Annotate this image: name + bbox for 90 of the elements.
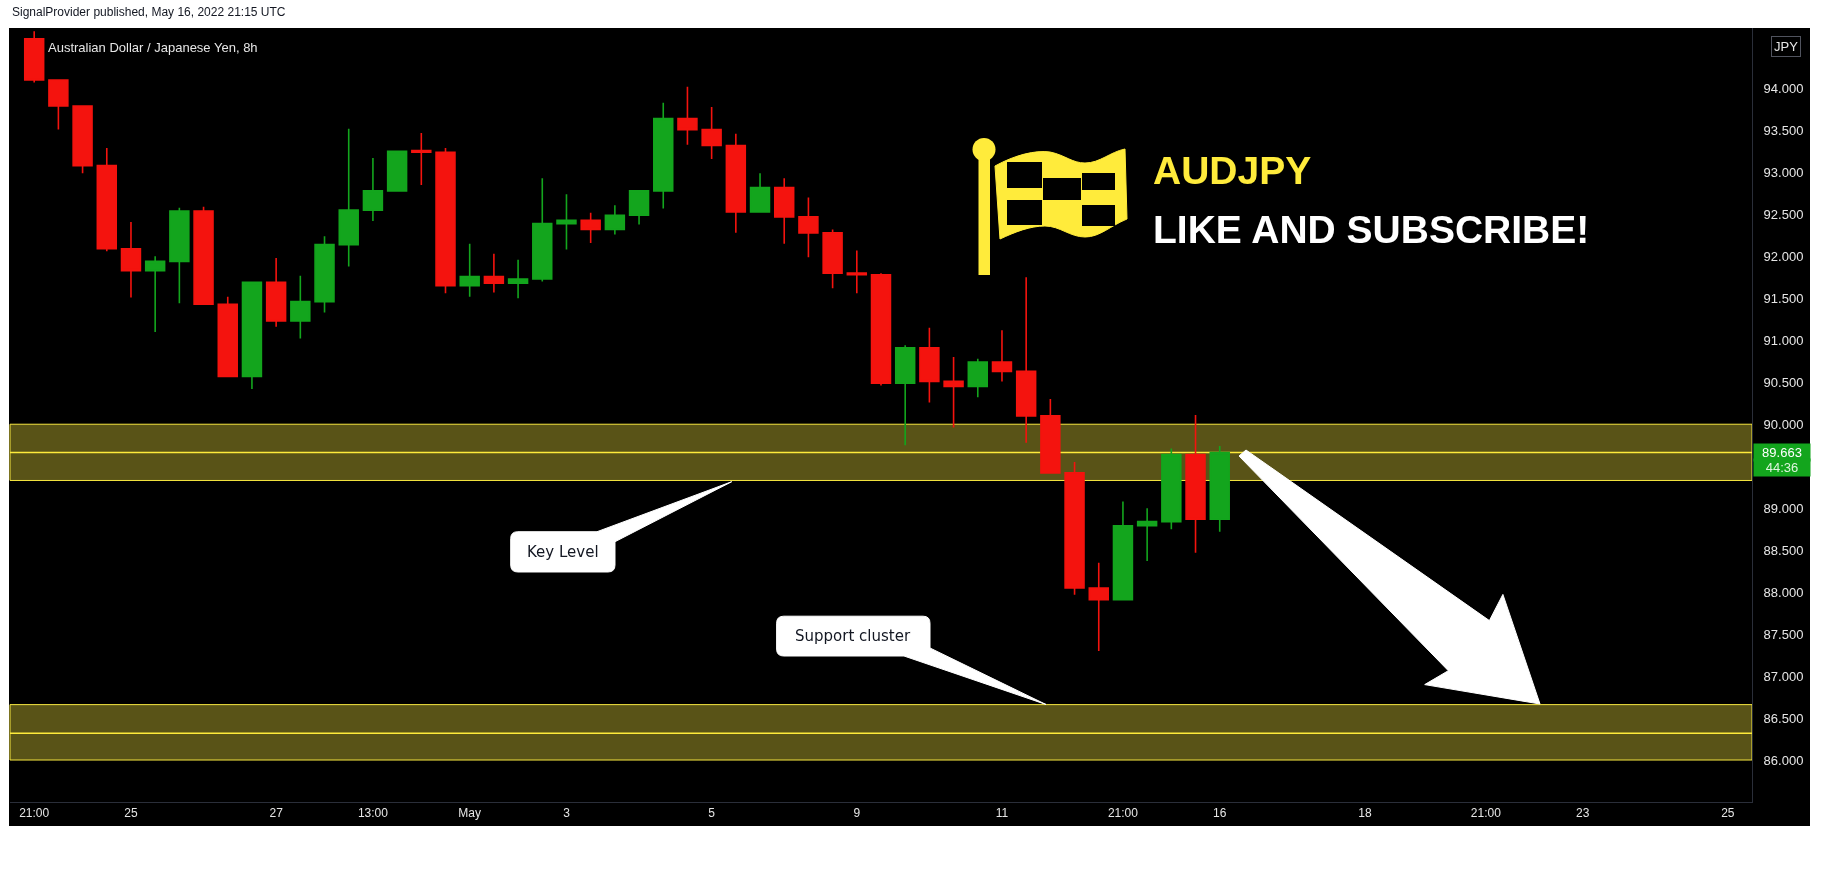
text: SignalProvider published, May 16, 2022 21:15 UTC: [12, 5, 286, 19]
candlestick: [653, 101, 674, 210]
candlestick: [48, 78, 69, 131]
candlestick: [846, 249, 868, 295]
candlestick: [532, 177, 553, 283]
candlestick: [919, 326, 940, 404]
candlestick: [483, 253, 505, 294]
x-tick-label: 16: [1213, 806, 1227, 821]
candlestick: [604, 204, 626, 236]
candlestick: [290, 274, 311, 340]
candlestick: [1209, 445, 1230, 533]
x-tick-label: 21:00: [1470, 806, 1502, 821]
x-tick-label: 25: [1721, 806, 1735, 821]
x-tick-label: 23: [1575, 806, 1590, 821]
candlestick: [894, 344, 916, 447]
x-tick-label: 11: [995, 806, 1009, 821]
candlestick: [749, 172, 771, 213]
candlestick: [1161, 447, 1182, 530]
y-tick-label: 92.500: [1763, 206, 1804, 222]
candlestick: [967, 357, 989, 399]
x-tick-label: 21:00: [1107, 806, 1139, 821]
annotation: AUDJPY: [1153, 149, 1312, 192]
candlestick: [870, 272, 892, 387]
y-tick-label: 86.500: [1763, 710, 1804, 726]
candlestick: [1015, 276, 1037, 444]
candlestick: [725, 132, 747, 234]
candlestick: [72, 104, 93, 175]
x-tick-label: 9: [853, 806, 861, 821]
y-tick-label: 88.000: [1763, 584, 1804, 600]
ref-line-label: 89.663: [1762, 445, 1802, 460]
y-tick-label: 93.500: [1763, 122, 1804, 138]
candlestick: [23, 30, 45, 84]
candlestick: [798, 196, 819, 258]
candlestick: [265, 257, 287, 328]
x-tick-label: 18: [1358, 806, 1372, 821]
y-tick-label: 86.000: [1763, 752, 1804, 768]
candlestick: [628, 189, 650, 226]
text: Australian Dollar / Japanese Yen, 8h: [48, 39, 258, 55]
y-tick-label: 93.000: [1763, 164, 1804, 180]
candlestick: [459, 242, 480, 298]
candlestick: [822, 228, 843, 290]
candlestick: [1040, 398, 1061, 475]
candlestick: [943, 356, 964, 429]
y-tick-label: 92.000: [1763, 248, 1804, 264]
candlestick: [1112, 500, 1134, 601]
candlestick: [435, 147, 456, 295]
candlestick: [241, 281, 263, 390]
candlestick: [556, 193, 577, 251]
candlestick: [1185, 414, 1206, 554]
candlestick: [96, 147, 118, 253]
candlestick: [677, 85, 698, 146]
candlestick: [1064, 461, 1085, 596]
x-tick-label: 25: [124, 806, 138, 821]
candlestick: [1136, 507, 1158, 562]
candlestick: [580, 211, 601, 244]
candlestick: [314, 235, 335, 314]
y-tick-label: 94.000: [1763, 80, 1804, 96]
x-tick-label: 5: [708, 806, 716, 821]
y-tick-label: 90.000: [1763, 416, 1804, 432]
text: 44:36: [1765, 460, 1799, 475]
candlestick: [386, 149, 408, 192]
y-tick-label: 88.500: [1763, 542, 1804, 558]
candlestick: [338, 127, 359, 268]
candlestick: [193, 206, 214, 306]
x-tick-label: 27: [269, 806, 284, 821]
annotation: Key Level: [527, 543, 599, 561]
y-tick-label: 89.000: [1763, 500, 1804, 516]
candlestick: [1088, 561, 1109, 652]
y-tick-label: 87.500: [1763, 626, 1804, 642]
candlestick: [217, 295, 238, 379]
candlestick: [362, 157, 384, 222]
x-tick-label: 3: [563, 806, 571, 821]
annotation: LIKE AND SUBSCRIBE!: [1153, 208, 1590, 251]
candlestick: [507, 258, 529, 300]
y-tick-label: 87.000: [1763, 668, 1804, 684]
candlestick: [169, 206, 190, 305]
candlestick: [773, 177, 795, 245]
x-tick-label: 13:00: [357, 806, 389, 821]
candlestick: [701, 106, 722, 160]
candlestick: [411, 132, 432, 186]
y-tick-label: 90.500: [1763, 374, 1804, 390]
candlestick: [991, 329, 1013, 383]
candlestick: [120, 221, 142, 299]
x-tick-label: 21:00: [19, 806, 50, 821]
candlestick: [144, 255, 166, 333]
y-axis-title: JPY: [1774, 39, 1799, 54]
y-tick-label: 91.500: [1763, 290, 1804, 306]
annotation: Support cluster: [795, 627, 911, 645]
y-tick-label: 91.000: [1763, 332, 1804, 348]
x-tick-label: May: [458, 806, 482, 821]
